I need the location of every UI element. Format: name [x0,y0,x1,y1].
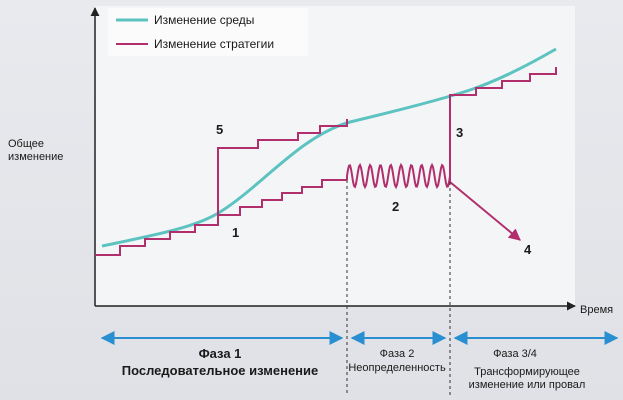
marker: 4 [524,242,532,257]
legend-label: Изменение среды [154,13,254,27]
legend-box [108,8,308,56]
marker: 1 [232,225,239,240]
phase-title: Фаза 3/4 [493,348,537,360]
x-axis-label: Время [580,304,613,316]
phase-subtitle: Последовательное изменение [122,363,319,378]
phase-subtitle: Неопределенность [348,362,446,374]
legend-label: Изменение стратегии [154,37,274,51]
strategy-lines [95,67,557,256]
environment-curve [101,47,557,248]
phase-title: Фаза 1 [199,346,242,361]
phase-subtitle: Трансформирующее изменение или провал [468,366,586,391]
transform-steps [449,67,557,182]
oscillation [346,162,451,190]
phase-title: Фаза 2 [380,348,415,360]
failure-arrow [449,181,521,241]
marker: 5 [216,122,223,137]
incremental-steps [95,179,347,256]
y-axis-label: Общее изменение [8,138,64,163]
upper-steps [217,119,348,215]
marker: 3 [456,125,463,140]
marker: 2 [392,199,399,214]
